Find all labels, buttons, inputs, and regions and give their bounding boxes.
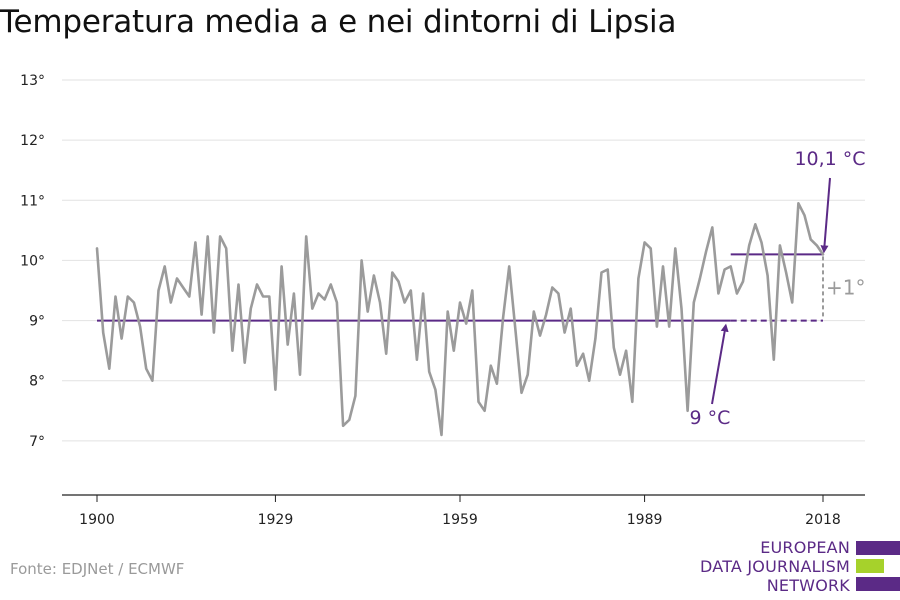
- top-annotation-label: 10,1 °C: [794, 148, 865, 170]
- x-tick-label: 1959: [442, 512, 478, 528]
- x-tick-label: 2018: [805, 512, 841, 528]
- annotations: +1° 10,1 °C 9 °C: [690, 148, 866, 429]
- edjnet-logo: EUROPEAN DATA JOURNALISM NETWORK: [700, 538, 900, 598]
- logo-line-1: EUROPEAN: [760, 538, 850, 557]
- logo-line-2: DATA JOURNALISM: [700, 557, 850, 576]
- series-layer: [95, 202, 825, 437]
- y-tick-label: 9°: [29, 314, 45, 330]
- y-tick-label: 13°: [20, 73, 45, 89]
- chart-title: Temperatura media a e nei dintorni di Li…: [0, 4, 677, 40]
- source-note: Fonte: EDJNet / ECMWF: [10, 560, 185, 578]
- y-tick-label: 8°: [29, 374, 45, 390]
- bottom-annotation-label: 9 °C: [690, 407, 731, 429]
- gridlines: [62, 79, 865, 442]
- logo-bar-bottom: [856, 577, 900, 591]
- x-tick-label: 1929: [258, 512, 294, 528]
- logo-bar-middle: [856, 559, 884, 573]
- x-tick-label: 1900: [79, 512, 115, 528]
- logo-line-3: NETWORK: [766, 576, 850, 595]
- top-annotation-arrow: [820, 177, 831, 254]
- x-tick-label: 1989: [627, 512, 663, 528]
- y-tick-label: 7°: [29, 434, 45, 450]
- logo-bar-top: [856, 541, 900, 555]
- logo-text: EUROPEAN DATA JOURNALISM NETWORK: [700, 538, 850, 595]
- bottom-annotation-arrow: [711, 323, 729, 405]
- temperature-series-line: [95, 202, 825, 437]
- y-tick-label: 12°: [20, 133, 45, 149]
- y-tick-label: 10°: [20, 253, 45, 269]
- difference-label: +1°: [826, 276, 865, 300]
- axes: 7° 8° 9° 10° 11° 12° 13° 1900 1929 1959 1989 2018: [20, 73, 865, 528]
- y-tick-label: 11°: [20, 193, 45, 209]
